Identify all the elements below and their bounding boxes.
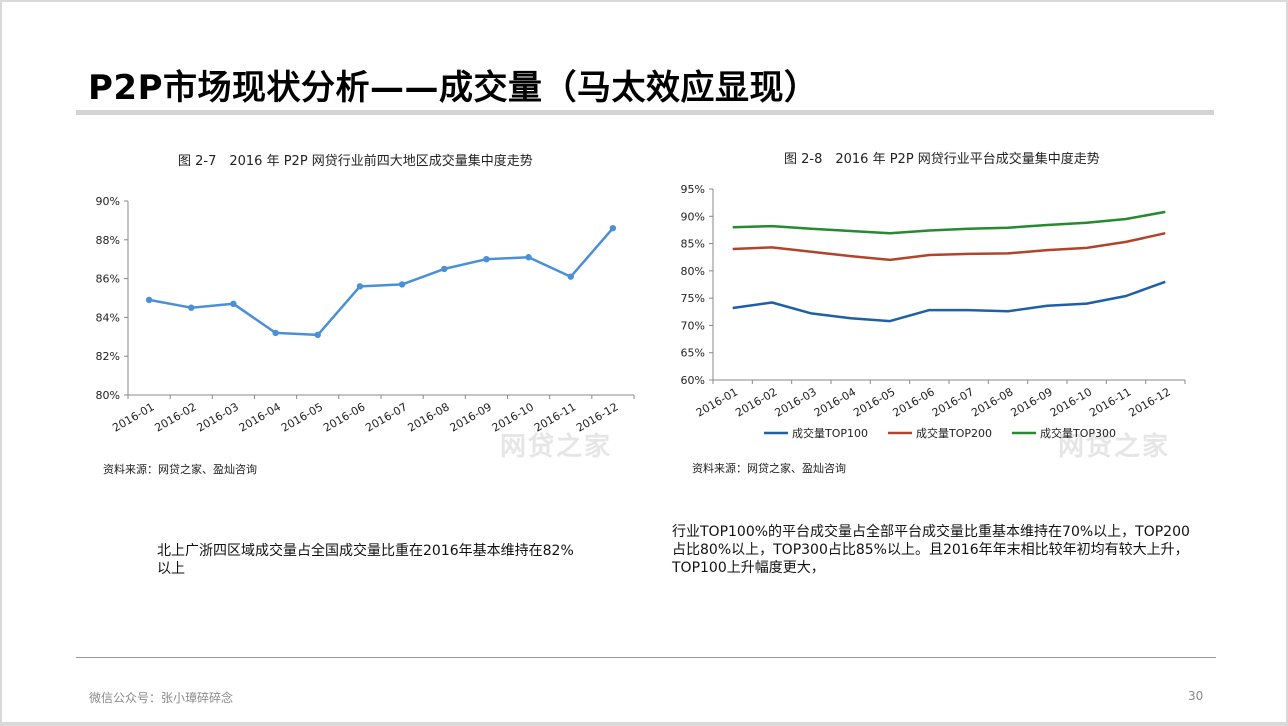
y-tick-label: 90% xyxy=(96,195,120,208)
series-line-3 xyxy=(732,210,1166,235)
series-line-1 xyxy=(732,280,1166,323)
data-point xyxy=(356,283,364,290)
x-tick-label: 2016-04 xyxy=(812,385,858,419)
data-point xyxy=(314,331,321,339)
left-caption: 北上广浙四区域成交量占全国成交量比重在2016年基本维持在82%以上 xyxy=(157,543,574,577)
x-tick-label: 2016-12 xyxy=(1127,385,1173,419)
x-tick-label: 2016-07 xyxy=(930,385,976,419)
data-point xyxy=(230,300,237,308)
slide-title: P2P市场现状分析——成交量（马太效应显现） xyxy=(88,68,819,108)
page-number: 30 xyxy=(1188,689,1204,703)
footer-wechat-account: 微信公众号：张小璋碎碎念 xyxy=(89,691,234,705)
data-point xyxy=(145,296,153,304)
right-chart-source: 资料来源：网贷之家、盈灿咨询 xyxy=(692,462,846,475)
right-watermark-logo: 网贷之家 xyxy=(1058,432,1171,462)
series-line-2 xyxy=(732,231,1166,262)
data-point xyxy=(567,273,574,280)
left-chart-title: 图 2-7 2016 年 P2P 网贷行业前四大地区成交量集中度走势 xyxy=(178,154,533,169)
y-tick-label: 70% xyxy=(681,319,705,332)
y-tick-label: 84% xyxy=(96,311,120,324)
data-point xyxy=(272,329,279,337)
y-tick-label: 60% xyxy=(681,374,705,387)
data-point xyxy=(525,254,532,261)
y-tick-label: 82% xyxy=(96,350,120,363)
x-tick-label: 2016-08 xyxy=(969,385,1015,419)
x-tick-label: 2016-11 xyxy=(1087,385,1133,419)
legend-label: 成交量TOP100 xyxy=(792,426,868,440)
x-tick-label: 2016-02 xyxy=(733,385,779,419)
legend-label: 成交量TOP300 xyxy=(1040,426,1116,440)
y-tick-label: 80% xyxy=(681,265,705,278)
data-point xyxy=(188,304,195,311)
data-point xyxy=(398,281,406,288)
left-watermark-logo: 网贷之家 xyxy=(500,432,613,462)
x-tick-label: 2016-09 xyxy=(1009,385,1055,419)
series-line-1 xyxy=(148,227,614,337)
y-tick-label: 86% xyxy=(96,273,120,286)
y-tick-label: 88% xyxy=(96,234,120,247)
x-tick-label: 2016-05 xyxy=(851,385,897,419)
x-tick-label: 2016-10 xyxy=(1048,385,1094,419)
data-point xyxy=(609,224,617,232)
y-tick-label: 80% xyxy=(96,389,120,402)
footer-rule xyxy=(76,657,1216,658)
data-point xyxy=(441,265,448,273)
y-tick-label: 85% xyxy=(681,238,705,251)
data-point xyxy=(483,256,490,263)
x-tick-label: 2016-01 xyxy=(694,385,740,419)
x-tick-label: 2016-06 xyxy=(891,385,937,419)
y-tick-label: 65% xyxy=(681,347,705,360)
right-caption: 行业TOP100%的平台成交量占全部平台成交量比重基本维持在70%以上，TOP2… xyxy=(672,524,1190,576)
left-chart-source: 资料来源：网贷之家、盈灿咨询 xyxy=(103,463,257,476)
y-tick-label: 95% xyxy=(681,183,705,196)
y-tick-label: 75% xyxy=(681,292,705,305)
title-underline xyxy=(76,110,1214,115)
x-tick-label: 2016-03 xyxy=(773,385,819,419)
legend-label: 成交量TOP200 xyxy=(916,426,992,440)
right-chart-title: 图 2-8 2016 年 P2P 网贷行业平台成交量集中度走势 xyxy=(784,152,1100,167)
y-tick-label: 90% xyxy=(681,210,705,223)
